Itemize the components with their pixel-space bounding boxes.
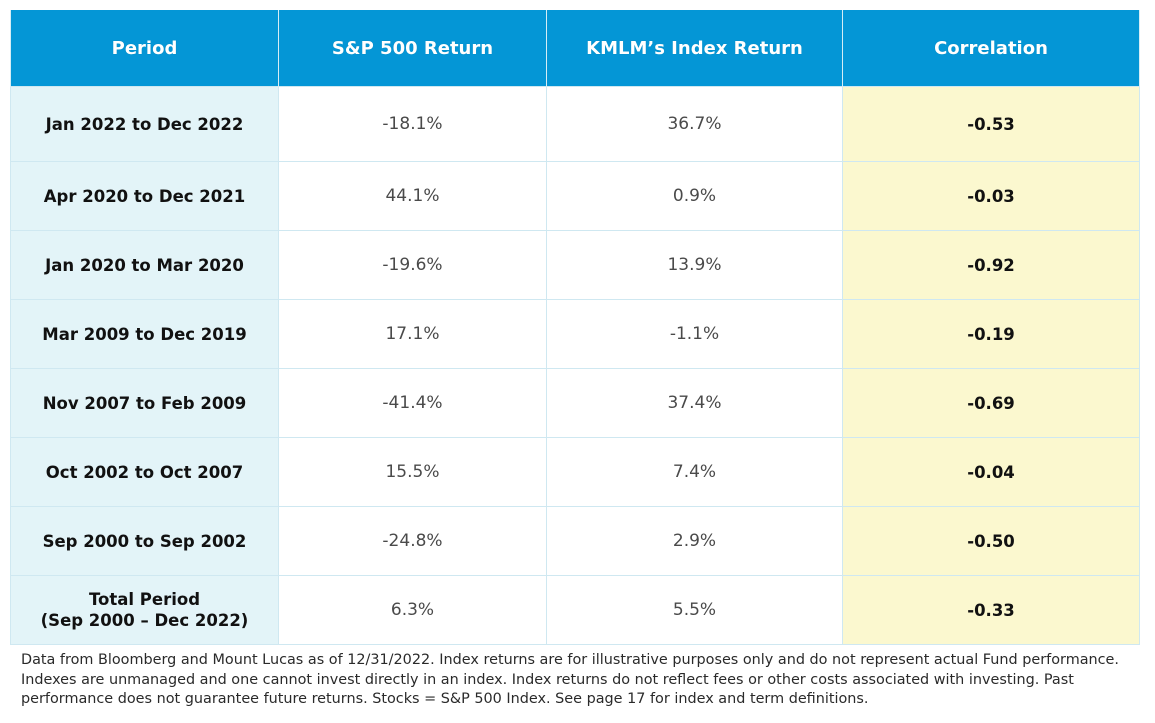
sp500-return-cell: -24.8% bbox=[278, 506, 547, 576]
period-label: Sep 2000 to Sep 2002 bbox=[42, 531, 247, 551]
period-cell: Total Period (Sep 2000 – Dec 2022) bbox=[10, 575, 279, 645]
kmlm-return-cell: 7.4% bbox=[546, 437, 843, 507]
table-row: Mar 2009 to Dec 2019 17.1% -1.1% -0.19 bbox=[10, 299, 1140, 369]
period-label: Nov 2007 to Feb 2009 bbox=[42, 393, 247, 413]
header-sp500-return: S&P 500 Return bbox=[278, 10, 547, 87]
table-row: Jan 2020 to Mar 2020 -19.6% 13.9% -0.92 bbox=[10, 230, 1140, 300]
kmlm-return-cell: 13.9% bbox=[546, 230, 843, 300]
correlation-cell: -0.03 bbox=[842, 161, 1140, 231]
period-range-label: (Sep 2000 – Dec 2022) bbox=[40, 611, 249, 630]
sp500-return-cell: -19.6% bbox=[278, 230, 547, 300]
kmlm-return-cell: 2.9% bbox=[546, 506, 843, 576]
kmlm-return-cell: 0.9% bbox=[546, 161, 843, 231]
header-row: Period S&P 500 Return KMLM’s Index Retur… bbox=[10, 10, 1140, 87]
header-correlation: Correlation bbox=[842, 10, 1140, 87]
period-label: Mar 2009 to Dec 2019 bbox=[42, 324, 247, 344]
header-kmlm-index-return: KMLM’s Index Return bbox=[546, 10, 843, 87]
correlation-cell: -0.69 bbox=[842, 368, 1140, 438]
table-row: Oct 2002 to Oct 2007 15.5% 7.4% -0.04 bbox=[10, 437, 1140, 507]
sp500-return-cell: 44.1% bbox=[278, 161, 547, 231]
correlation-cell: -0.33 bbox=[842, 575, 1140, 645]
sp500-return-cell: 17.1% bbox=[278, 299, 547, 369]
sp500-return-cell: -18.1% bbox=[278, 86, 547, 162]
correlation-cell: -0.92 bbox=[842, 230, 1140, 300]
header-period: Period bbox=[10, 10, 279, 87]
period-label: Total Period bbox=[88, 590, 201, 609]
period-cell: Mar 2009 to Dec 2019 bbox=[10, 299, 279, 369]
correlation-cell: -0.04 bbox=[842, 437, 1140, 507]
kmlm-return-cell: 37.4% bbox=[546, 368, 843, 438]
correlation-table-container: Period S&P 500 Return KMLM’s Index Retur… bbox=[10, 10, 1140, 645]
period-cell: Sep 2000 to Sep 2002 bbox=[10, 506, 279, 576]
table-row: Nov 2007 to Feb 2009 -41.4% 37.4% -0.69 bbox=[10, 368, 1140, 438]
table-row-total: Total Period (Sep 2000 – Dec 2022) 6.3% … bbox=[10, 575, 1140, 645]
footnote-line: Indexes are unmanaged and one cannot inv… bbox=[21, 671, 1074, 688]
period-cell: Nov 2007 to Feb 2009 bbox=[10, 368, 279, 438]
period-label: Jan 2022 to Dec 2022 bbox=[45, 114, 244, 134]
table-row: Jan 2022 to Dec 2022 -18.1% 36.7% -0.53 bbox=[10, 86, 1140, 162]
kmlm-return-cell: 5.5% bbox=[546, 575, 843, 645]
table-row: Sep 2000 to Sep 2002 -24.8% 2.9% -0.50 bbox=[10, 506, 1140, 576]
footnote: Data from Bloomberg and Mount Lucas as o… bbox=[21, 651, 1141, 710]
period-label: Oct 2002 to Oct 2007 bbox=[45, 462, 244, 482]
correlation-cell: -0.53 bbox=[842, 86, 1140, 162]
table-row: Apr 2020 to Dec 2021 44.1% 0.9% -0.03 bbox=[10, 161, 1140, 231]
period-label: Apr 2020 to Dec 2021 bbox=[43, 186, 246, 206]
sp500-return-cell: -41.4% bbox=[278, 368, 547, 438]
table-body: Jan 2022 to Dec 2022 -18.1% 36.7% -0.53 … bbox=[10, 86, 1140, 645]
table-header: Period S&P 500 Return KMLM’s Index Retur… bbox=[10, 10, 1140, 87]
kmlm-return-cell: -1.1% bbox=[546, 299, 843, 369]
correlation-cell: -0.19 bbox=[842, 299, 1140, 369]
sp500-return-cell: 6.3% bbox=[278, 575, 547, 645]
kmlm-return-cell: 36.7% bbox=[546, 86, 843, 162]
footnote-line: performance does not guarantee future re… bbox=[21, 691, 869, 707]
period-cell: Oct 2002 to Oct 2007 bbox=[10, 437, 279, 507]
sp500-return-cell: 15.5% bbox=[278, 437, 547, 507]
correlation-table: Period S&P 500 Return KMLM’s Index Retur… bbox=[10, 10, 1140, 645]
footnote-line: Data from Bloomberg and Mount Lucas as o… bbox=[21, 652, 1119, 668]
period-label: Jan 2020 to Mar 2020 bbox=[45, 255, 244, 275]
period-cell: Apr 2020 to Dec 2021 bbox=[10, 161, 279, 231]
correlation-cell: -0.50 bbox=[842, 506, 1140, 576]
period-cell: Jan 2020 to Mar 2020 bbox=[10, 230, 279, 300]
period-cell: Jan 2022 to Dec 2022 bbox=[10, 86, 279, 162]
